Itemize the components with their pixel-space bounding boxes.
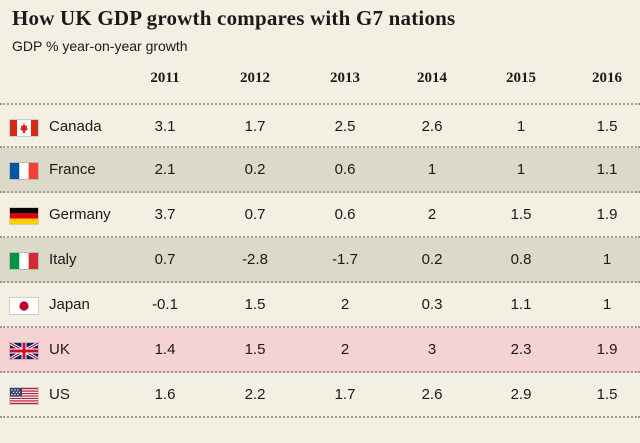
data-cell-italy-2015: 0.8 xyxy=(510,251,532,268)
data-cell-us-2013: 1.7 xyxy=(334,386,356,403)
chart-subtitle: GDP % year-on-year growth xyxy=(12,38,188,54)
country-label: Japan xyxy=(49,296,90,313)
data-cell-italy-2014: 0.2 xyxy=(421,251,443,268)
data-cell-uk-2012: 1.5 xyxy=(244,341,266,358)
table-row-germany: Germany 3.7 0.7 0.6 2 1.5 1.9 xyxy=(0,193,640,238)
data-cell-japan-2014: 0.3 xyxy=(421,296,443,313)
canada-flag-icon xyxy=(10,120,38,136)
data-cell-uk-2016: 1.9 xyxy=(596,341,618,358)
data-cell-canada-2012: 1.7 xyxy=(244,118,266,135)
data-cell-uk-2014: 3 xyxy=(427,341,437,358)
data-cell-france-2014: 1 xyxy=(427,161,437,178)
uk-flag-icon xyxy=(9,341,39,361)
column-header-2016: 2016 xyxy=(592,70,622,86)
data-cell-canada-2014: 2.6 xyxy=(421,118,443,135)
data-cell-germany-2016: 1.9 xyxy=(596,206,618,223)
country-label: Italy xyxy=(49,251,77,268)
data-cell-germany-2015: 1.5 xyxy=(510,206,532,223)
data-cell-france-2012: 0.2 xyxy=(244,161,266,178)
data-cell-germany-2014: 2 xyxy=(427,206,437,223)
data-cell-uk-2015: 2.3 xyxy=(510,341,532,358)
us-flag-icon xyxy=(10,388,38,404)
table-row-france: France 2.1 0.2 0.6 1 1 1.1 xyxy=(0,148,640,193)
data-cell-uk-2013: 2 xyxy=(340,341,350,358)
table-body: Canada 3.1 1.7 2.5 2.6 1 1.5 France 2.1 0.2 0.6 1 1 1… xyxy=(0,103,640,418)
data-cell-uk-2011: 1.4 xyxy=(154,341,176,358)
data-cell-italy-2016: 1 xyxy=(602,251,612,268)
column-header-2014: 2014 xyxy=(417,70,447,86)
country-label: Canada xyxy=(49,118,102,135)
country-label: UK xyxy=(49,341,70,358)
data-cell-us-2016: 1.5 xyxy=(596,386,618,403)
country-label: France xyxy=(49,161,96,178)
table-row-uk: UK 1.4 1.5 2 3 2.3 1.9 xyxy=(0,328,640,373)
column-header-2013: 2013 xyxy=(330,70,360,86)
data-cell-germany-2012: 0.7 xyxy=(244,206,266,223)
data-cell-canada-2013: 2.5 xyxy=(334,118,356,135)
data-cell-france-2011: 2.1 xyxy=(154,161,176,178)
data-cell-us-2012: 2.2 xyxy=(244,386,266,403)
data-cell-france-2015: 1 xyxy=(516,161,526,178)
data-cell-italy-2012: -2.8 xyxy=(242,251,268,268)
data-cell-japan-2011: -0.1 xyxy=(152,296,178,313)
data-cell-us-2011: 1.6 xyxy=(154,386,176,403)
table-row-japan: Japan -0.1 1.5 2 0.3 1.1 1 xyxy=(0,283,640,328)
data-cell-japan-2013: 2 xyxy=(340,296,350,313)
data-cell-japan-2015: 1.1 xyxy=(510,296,532,313)
data-cell-italy-2011: 0.7 xyxy=(154,251,176,268)
country-label: Germany xyxy=(49,206,111,223)
table-row-italy: Italy 0.7 -2.8 -1.7 0.2 0.8 1 xyxy=(0,238,640,283)
year-header-row: 2011 2012 2013 2014 2015 2016 xyxy=(0,70,640,94)
column-header-2015: 2015 xyxy=(506,70,536,86)
table-row-us: US 1.6 2.2 1.7 2.6 2.9 1.5 xyxy=(0,373,640,418)
data-cell-japan-2016: 1 xyxy=(602,296,612,313)
data-cell-germany-2011: 3.7 xyxy=(154,206,176,223)
table-row-canada: Canada 3.1 1.7 2.5 2.6 1 1.5 xyxy=(0,103,640,148)
column-header-2011: 2011 xyxy=(150,70,180,86)
column-header-2012: 2012 xyxy=(240,70,270,86)
japan-flag-icon xyxy=(10,298,38,314)
data-cell-us-2014: 2.6 xyxy=(421,386,443,403)
italy-flag-icon xyxy=(10,253,38,269)
data-cell-france-2013: 0.6 xyxy=(334,161,356,178)
data-cell-japan-2012: 1.5 xyxy=(244,296,266,313)
data-cell-italy-2013: -1.7 xyxy=(332,251,358,268)
data-cell-france-2016: 1.1 xyxy=(596,161,618,178)
data-cell-canada-2015: 1 xyxy=(516,118,526,135)
germany-flag-icon xyxy=(10,208,38,224)
data-cell-canada-2016: 1.5 xyxy=(596,118,618,135)
chart-title: How UK GDP growth compares with G7 natio… xyxy=(12,6,456,30)
france-flag-icon xyxy=(10,163,38,179)
data-cell-us-2015: 2.9 xyxy=(510,386,532,403)
data-cell-germany-2013: 0.6 xyxy=(334,206,356,223)
data-cell-canada-2011: 3.1 xyxy=(154,118,176,135)
country-label: US xyxy=(49,386,70,403)
